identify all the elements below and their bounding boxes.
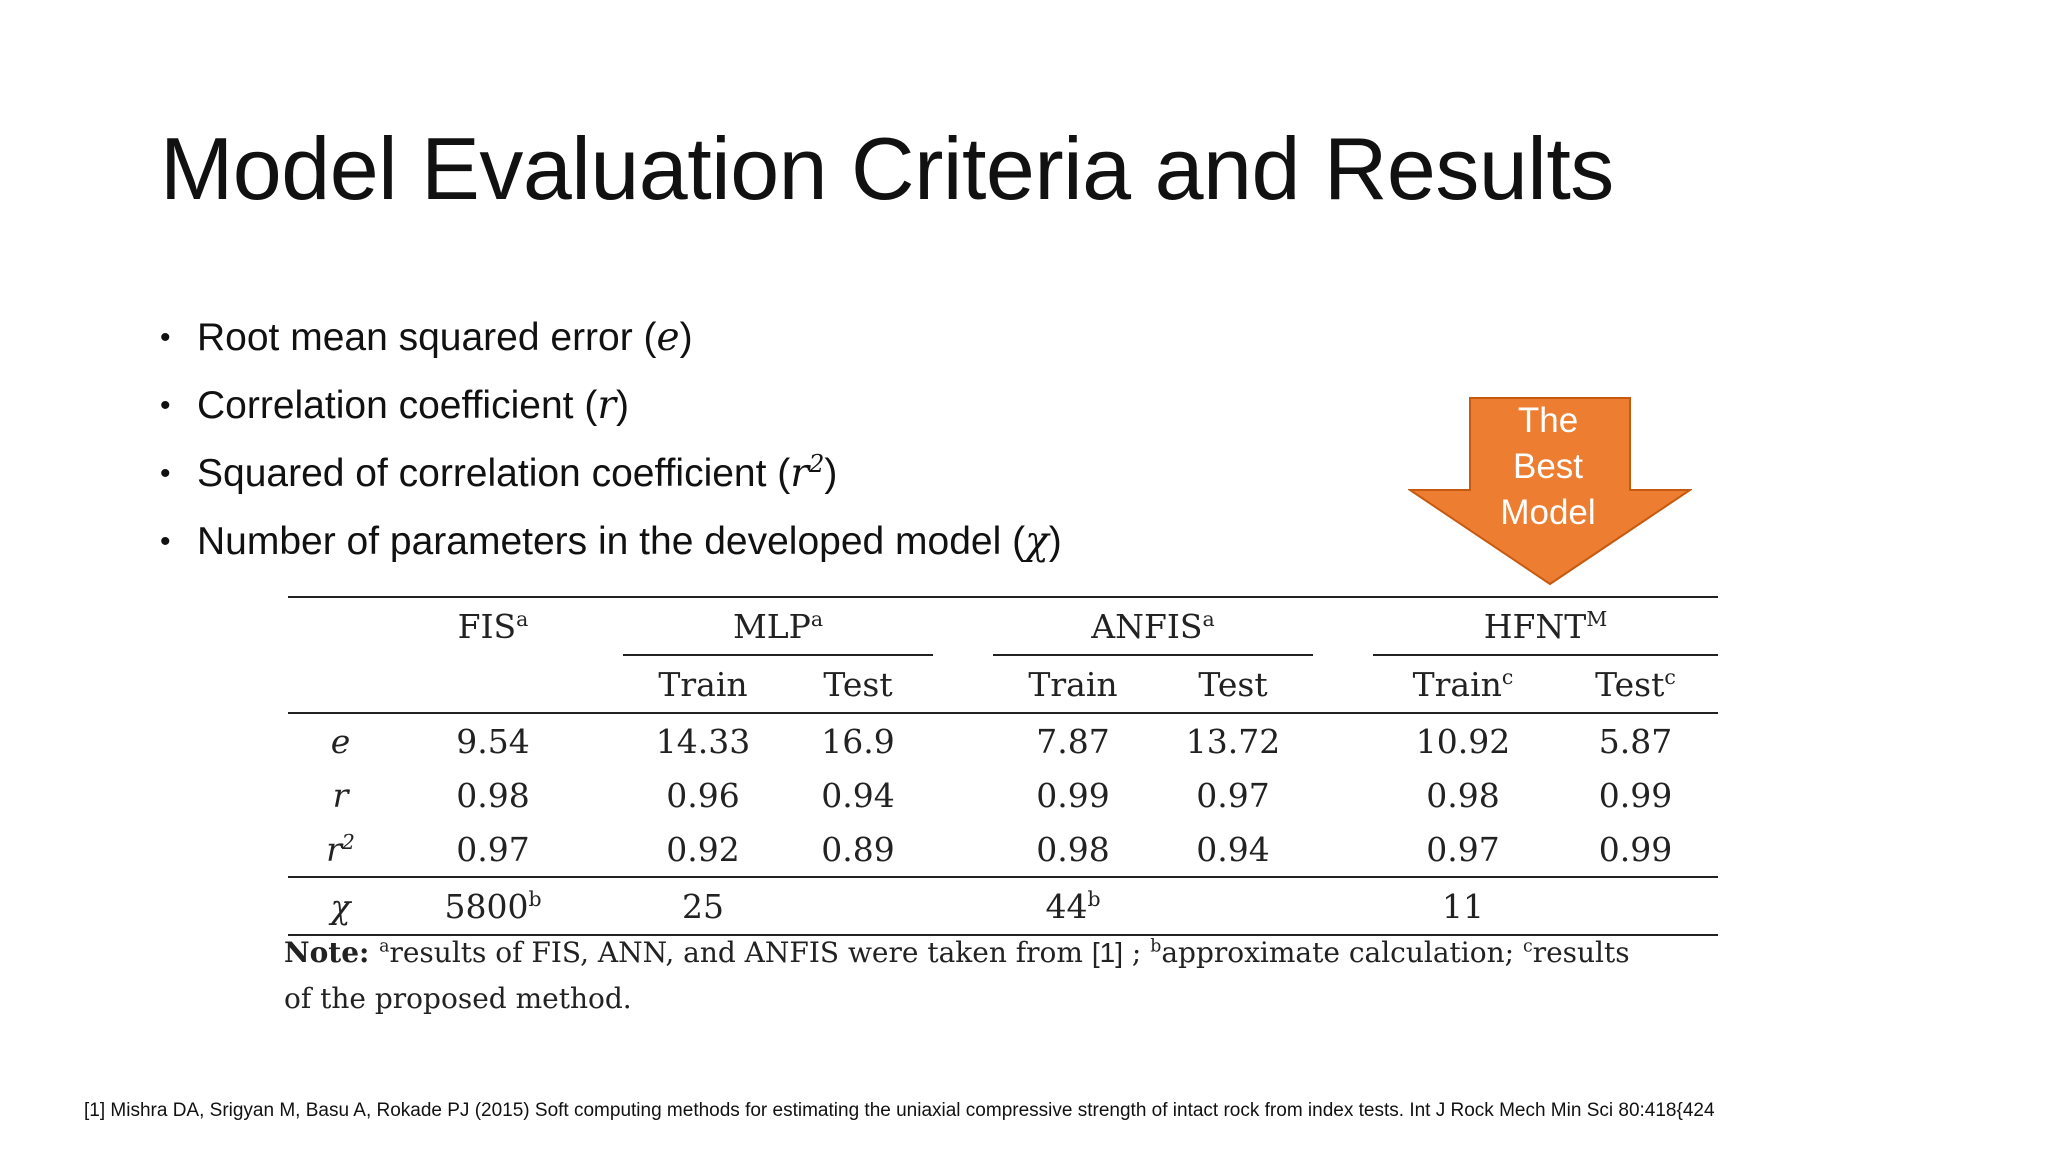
header-fis: FISa [393,596,593,655]
subheader-hfnt-train: Trainc [1373,655,1553,714]
note-b-text: approximate calculation; [1161,936,1523,969]
table-row-parameters: χ 5800b 25 44b 11 [288,877,1718,936]
criteria-text: Number of parameters in the developed mo… [197,520,1026,563]
bullet-icon: • [160,389,171,422]
criteria-symbol: r [790,451,809,496]
criteria-symbol: χ [1025,519,1049,564]
cell-fis: 9.54 [456,721,530,761]
criteria-item-parameters: • Number of parameters in the developed m… [160,514,1062,582]
cell-mlp-train: 14.33 [655,721,751,761]
cell-mlp: 25 [623,877,783,936]
note-line2: of the proposed method. [284,982,632,1015]
arrow-shape [1408,397,1692,586]
subheader-hfnt-test: Testc [1553,655,1718,714]
cell-anfis-test: 13.72 [1185,721,1281,761]
criteria-close: ) [615,384,629,427]
table-row: r 0.98 0.96 0.94 0.99 0.97 0.98 0.99 [288,768,1718,822]
cell-hfnt: 11 [1373,877,1553,936]
callout-line: The [1517,401,1579,440]
bullet-icon: • [160,525,171,558]
criteria-list: • Root mean squared error (e) • Correlatio… [160,310,1062,582]
row-label: e [330,721,351,761]
criteria-item-correlation: • Correlation coefficient (r) [160,378,1062,446]
cell-fis: 0.97 [393,822,593,878]
subheader-anfis-test: Test [1153,655,1313,714]
bullet-icon: • [160,321,171,354]
criteria-symbol: r [597,383,616,428]
cell-anfis: 44b [993,877,1153,936]
note-c-text: results [1532,936,1630,969]
results-table: FISa MLPa ANFISa HFNTM Train Test Train … [288,596,1718,936]
cell-mlp-test: 16.9 [821,721,895,761]
cell-anfis-test: 0.97 [1196,775,1270,815]
cell-anfis-train: 0.98 [993,822,1153,878]
criteria-text: Root mean squared error ( [197,316,657,359]
cell-anfis-test: 0.94 [1153,822,1313,878]
table-row: r2 0.97 0.92 0.89 0.98 0.94 0.97 0.99 [288,822,1718,878]
table-subheader-row: Train Test Train Test Trainc Testc [288,655,1718,714]
criteria-close: ) [679,316,693,359]
subheader-anfis-train: Train [993,655,1153,714]
row-label: χ [288,877,393,936]
best-model-label: The Best Model [1470,398,1626,536]
cell-anfis-train: 7.87 [1036,721,1110,761]
cell-fis: 0.98 [456,775,530,815]
subheader-mlp-train: Train [623,655,783,714]
criteria-text: Correlation coefficient ( [197,384,598,427]
cell-mlp-train: 0.92 [623,822,783,878]
criteria-item-squared-correlation: • Squared of correlation coefficient (r2) [160,446,1062,514]
callout-line: Best [1512,447,1584,486]
slide-title: Model Evaluation Criteria and Results [160,119,1614,218]
note-sup-b: b [1150,936,1162,957]
cell-hfnt-test: 0.99 [1553,822,1718,878]
criteria-item-rmse: • Root mean squared error (e) [160,310,1062,378]
table-header-row: FISa MLPa ANFISa HFNTM [288,596,1718,656]
row-label: r2 [288,822,393,878]
cell-fis: 5800b [393,877,593,936]
callout-line: Model [1500,493,1596,532]
cell-hfnt-train: 0.98 [1426,775,1500,815]
cell-hfnt-train: 10.92 [1415,721,1511,761]
cell-hfnt-test: 0.99 [1598,775,1673,815]
note-sup-a: a [379,936,390,957]
criteria-close: ) [1048,520,1062,563]
header-anfis: ANFISa [993,596,1313,656]
table-row: e 9.54 14.33 16.9 7.87 13.72 10.92 5.87 [288,713,1718,768]
table-note: Note: aresults of FIS, ANN, and ANFIS we… [284,930,1734,1022]
criteria-superscript: 2 [808,450,825,478]
note-separator: ; [1122,936,1151,969]
bullet-icon: • [160,457,171,490]
criteria-close: ) [824,452,838,495]
cell-hfnt-train: 0.97 [1373,822,1553,878]
criteria-symbol: e [656,315,680,360]
cell-hfnt-test: 5.87 [1598,721,1673,761]
best-model-arrow-icon [1408,397,1692,586]
header-hfnt: HFNTM [1373,596,1718,656]
row-label: r [332,775,349,815]
reference-footnote: [1] Mishra DA, Srigyan M, Basu A, Rokade… [84,1100,1715,1121]
cell-mlp-test: 0.89 [783,822,933,878]
note-sup-c: c [1522,936,1533,957]
note-a-text: results of FIS, ANN, and ANFIS were take… [389,936,1092,969]
cell-mlp-test: 0.94 [821,775,895,815]
criteria-text: Squared of correlation coefficient ( [197,452,791,495]
header-mlp: MLPa [623,596,933,656]
note-lead: Note: [284,936,380,969]
note-reference: [1] [1091,937,1123,968]
cell-mlp-train: 0.96 [666,775,740,815]
subheader-mlp-test: Test [783,655,933,714]
cell-anfis-train: 0.99 [1036,775,1110,815]
